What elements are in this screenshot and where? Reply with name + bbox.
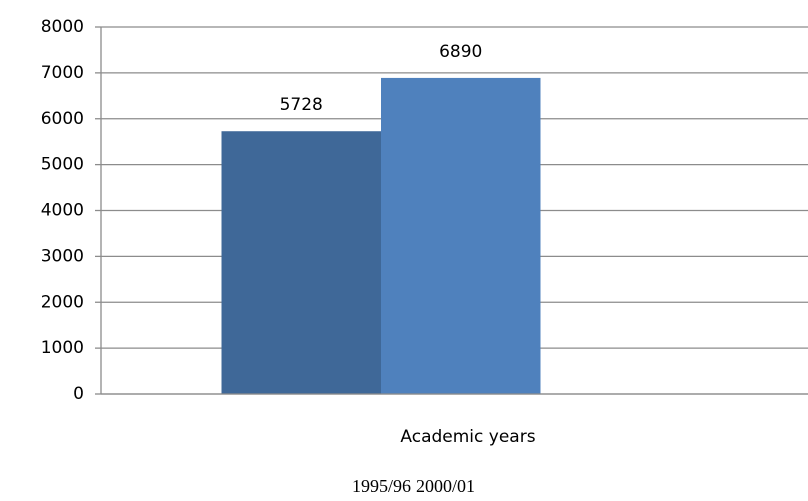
- data-label: 5728: [280, 95, 323, 115]
- y-tick-label: 3000: [41, 246, 84, 266]
- y-tick-label: 0: [73, 384, 84, 404]
- bar: [221, 131, 381, 394]
- y-tick-label: 1000: [41, 338, 84, 358]
- y-tick-label: 4000: [41, 201, 84, 221]
- legend-label: 1995/96: [352, 476, 411, 496]
- y-tick-label: 6000: [41, 109, 84, 129]
- y-tick-label: 7000: [41, 63, 84, 83]
- y-tick-label: 8000: [41, 17, 84, 37]
- data-label: 6890: [439, 42, 482, 62]
- y-tick-label: 2000: [41, 292, 84, 312]
- bar: [381, 77, 541, 394]
- x-tick-label: Academic years: [400, 427, 535, 447]
- legend-label: 2000/01: [416, 476, 475, 496]
- y-tick-label: 5000: [41, 155, 84, 175]
